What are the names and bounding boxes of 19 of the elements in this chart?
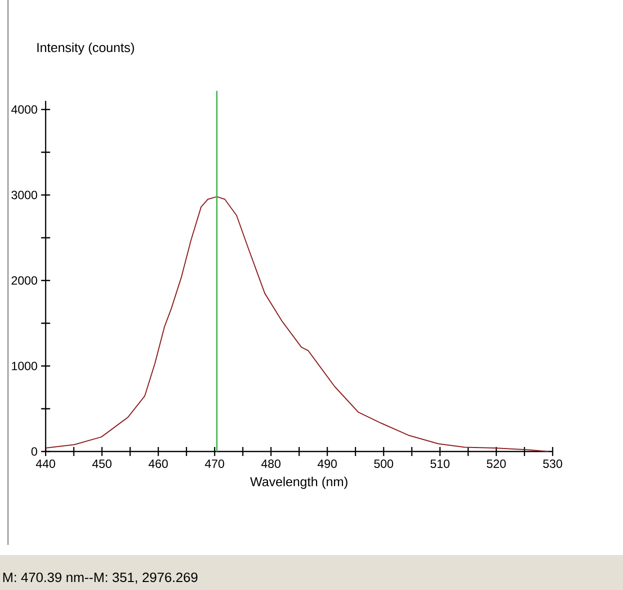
y-tick-label: 4000 <box>11 105 38 114</box>
x-tick-label: 510 <box>430 460 450 468</box>
y-axis-title: Intensity (counts) <box>37 42 134 55</box>
x-tick-label: 480 <box>261 460 280 468</box>
x-tick-label: 470 <box>204 460 224 468</box>
x-tick-label: 490 <box>318 460 337 468</box>
x-tick-label: 460 <box>148 460 168 468</box>
x-tick-label: 450 <box>92 460 112 468</box>
y-tick-label: 3000 <box>11 190 38 200</box>
text: M: 470.39 nm--M: 351, 2976.269 <box>3 572 198 584</box>
line-series <box>45 196 549 452</box>
x-tick-label: 530 <box>543 460 562 468</box>
x-axis-title: Wavelength (nm) <box>250 476 348 489</box>
x-tick-label: 440 <box>36 460 56 468</box>
y-tick-label: 2000 <box>12 276 38 285</box>
y-tick-label: 1000 <box>12 362 38 370</box>
y-tick-label: 0 <box>31 447 38 456</box>
x-tick-label: 500 <box>374 460 394 468</box>
x-tick-label: 520 <box>486 460 506 468</box>
